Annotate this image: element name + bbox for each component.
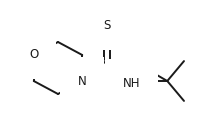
Text: N: N <box>78 75 87 88</box>
Text: NH: NH <box>123 77 140 90</box>
Text: S: S <box>103 19 110 32</box>
Text: O: O <box>29 49 38 62</box>
